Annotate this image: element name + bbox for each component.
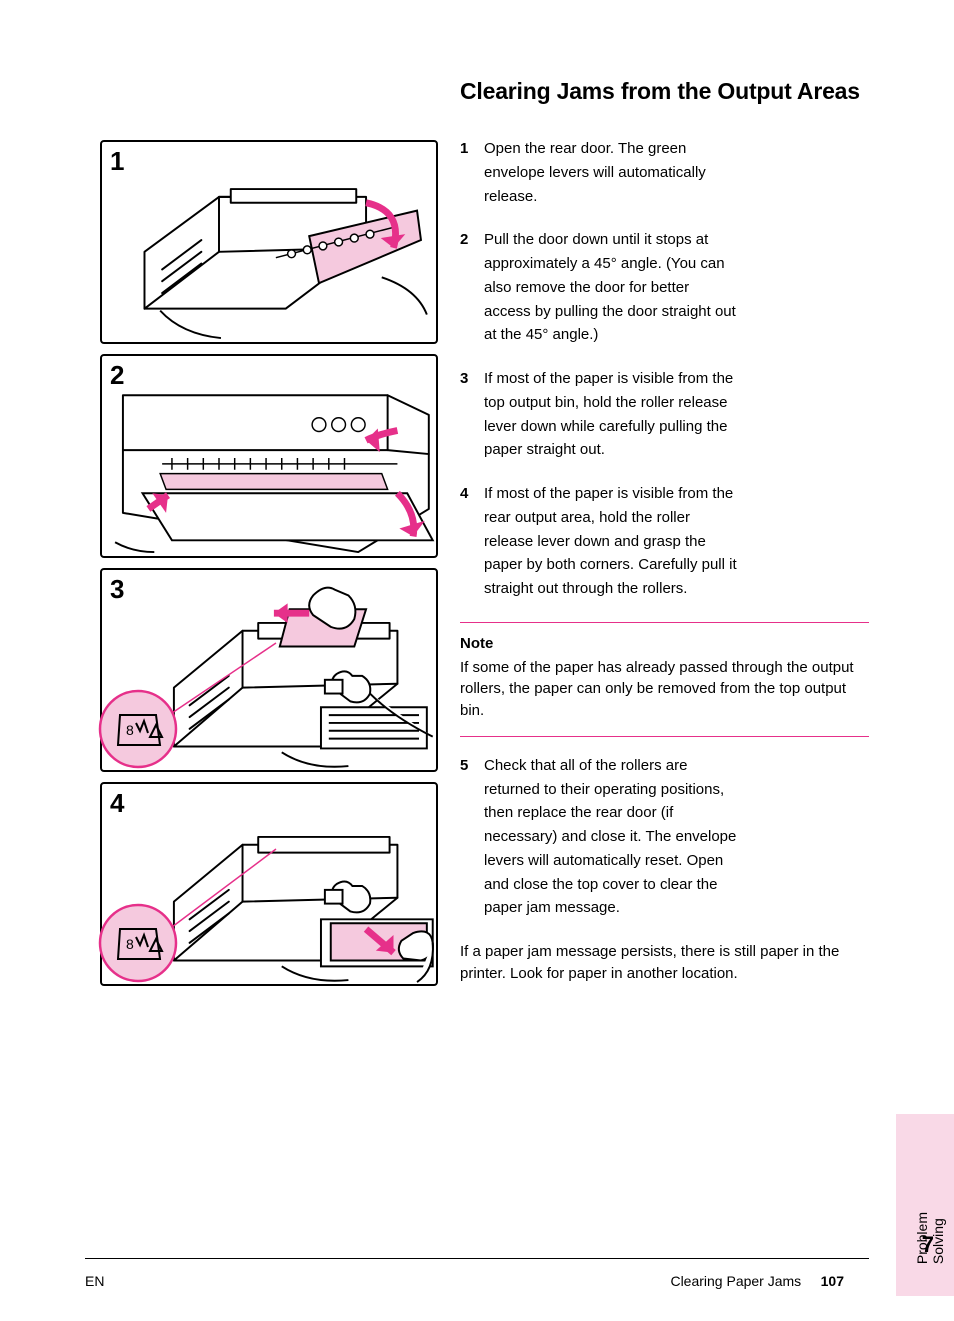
step-text: necessary) and close it. The envelope <box>484 826 869 848</box>
step-number: 3 <box>460 368 484 461</box>
step-number: 4 <box>460 483 484 600</box>
step-text: top output bin, hold the roller release <box>484 392 869 414</box>
step-text: at the 45° angle.) <box>484 324 869 346</box>
section-title: Clearing Jams from the Output Areas <box>460 78 869 105</box>
step-text: also remove the door for better <box>484 277 869 299</box>
step-text: If most of the paper is visible from the <box>484 483 869 505</box>
step-text: release. <box>484 186 869 208</box>
footer-lang: EN <box>85 1273 104 1289</box>
closing-text: If a paper jam message persists, there i… <box>460 941 869 985</box>
step-text: lever down while carefully pulling the <box>484 416 869 438</box>
step-text: straight out through the rollers. <box>484 578 869 600</box>
step-text: then replace the rear door (if <box>484 802 869 824</box>
step-text: Pull the door down until it stops at <box>484 229 869 251</box>
step-number: 1 <box>460 138 484 207</box>
step-text: approximately a 45° angle. (You can <box>484 253 869 275</box>
step-text: release lever down and grasp the <box>484 531 869 553</box>
step-text: envelope levers will automatically <box>484 162 869 184</box>
step-number: 5 <box>460 755 484 919</box>
step-text: If most of the paper is visible from the <box>484 368 869 390</box>
footer-right: Clearing Paper Jams 107 <box>670 1273 844 1289</box>
panel-3: 3 <box>100 568 438 772</box>
step-4: 4 If most of the paper is visible from t… <box>460 483 869 600</box>
step-text: access by pulling the door straight out <box>484 301 869 323</box>
step-text: paper by both corners. Carefully pull it <box>484 554 869 576</box>
step-text: paper straight out. <box>484 439 869 461</box>
step-text: paper jam message. <box>484 897 869 919</box>
panel-4: 4 <box>100 782 438 986</box>
panel-1-art <box>102 142 436 342</box>
note-label: Note <box>460 633 869 655</box>
instructions-column: 1 Open the rear door. The green envelope… <box>460 138 869 985</box>
footer-page-number: 107 <box>821 1273 844 1289</box>
step-number: 2 <box>460 229 484 346</box>
release-lever-callout: 8 <box>96 679 188 776</box>
footer-rule <box>85 1258 869 1259</box>
note-body: If some of the paper has already passed … <box>460 657 869 722</box>
figure-panels: 1 <box>100 140 438 986</box>
step-text: Check that all of the rollers are <box>484 755 869 777</box>
step-5: 5 Check that all of the rollers are retu… <box>460 755 869 919</box>
step-3: 3 If most of the paper is visible from t… <box>460 368 869 461</box>
step-text: returned to their operating positions, <box>484 779 869 801</box>
chapter-tab-number: 7 <box>922 1232 934 1258</box>
panel-1: 1 <box>100 140 438 344</box>
svg-text:8: 8 <box>126 936 134 952</box>
footer-section-title: Clearing Paper Jams <box>670 1273 801 1289</box>
note-rule-top <box>460 622 869 623</box>
panel-2: 2 <box>100 354 438 558</box>
step-2: 2 Pull the door down until it stops at a… <box>460 229 869 346</box>
release-lever-callout: 8 <box>96 893 188 990</box>
panel-2-art <box>102 356 436 556</box>
step-1: 1 Open the rear door. The green envelope… <box>460 138 869 207</box>
note-rule-bottom <box>460 736 869 737</box>
step-text: levers will automatically reset. Open <box>484 850 869 872</box>
step-text: rear output area, hold the roller <box>484 507 869 529</box>
svg-text:8: 8 <box>126 722 134 738</box>
step-text: and close the top cover to clear the <box>484 874 869 896</box>
step-text: Open the rear door. The green <box>484 138 869 160</box>
chapter-tab: Problem Solving 7 <box>896 1114 954 1296</box>
